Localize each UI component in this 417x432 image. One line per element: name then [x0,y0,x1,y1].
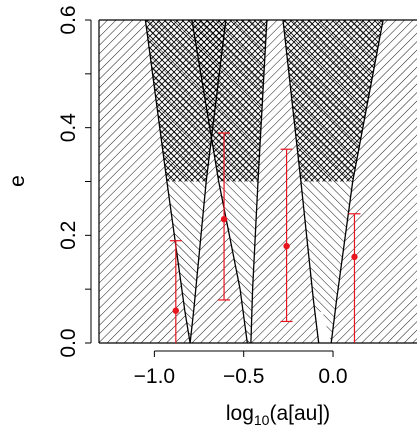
data-point [348,213,361,343]
y-tick-label: 0.4 [57,113,80,143]
overlap-region [283,20,384,182]
boundary-curve [191,20,248,343]
y-tick-label: 0.2 [57,221,80,250]
data-point [218,132,231,301]
boundary-curve [330,20,384,343]
y-axis-label: e [6,175,29,187]
x-tick-label: −1.0 [134,365,175,388]
point-marker [220,215,228,223]
x-axis-label-prefix: log [226,402,254,425]
point-marker [172,307,180,314]
x-tick-label: −0.5 [223,365,264,388]
data-point [280,148,293,323]
y-axis: 0.0 0.2 0.4 0.6 [57,5,92,358]
boundary-curve [189,20,227,343]
plot-area [99,20,417,343]
boundary-curve [250,20,268,343]
overlap-region [191,20,267,182]
y-tick-label: 0.0 [57,328,80,357]
data-point [169,240,182,343]
x-axis-label-suffix: (a[au]) [269,402,330,425]
point-marker [351,253,358,261]
data-points [169,132,361,343]
x-axis-label-subscript: 10 [254,412,270,428]
point-marker [283,242,290,250]
clear-gap [315,310,332,343]
x-axis-label: log10(a[au]) [226,402,330,428]
x-axis: −1.0 −0.5 0.0 [134,350,348,388]
y-tick-label: 0.6 [57,5,80,34]
plot-frame [98,19,417,344]
x-tick-label: 0.0 [318,365,347,388]
boundary-curve [282,20,320,343]
